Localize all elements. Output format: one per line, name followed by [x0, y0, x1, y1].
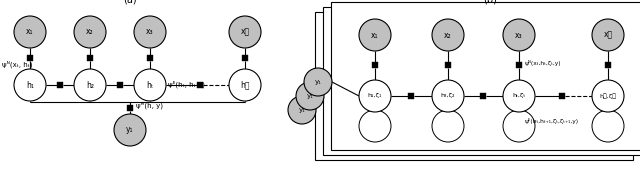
- Circle shape: [74, 69, 106, 101]
- Text: (a): (a): [123, 0, 137, 5]
- Bar: [315, 12, 633, 160]
- Circle shape: [229, 16, 261, 48]
- Text: x₂: x₂: [86, 28, 94, 37]
- Text: ψᴺ(xₜ,hₜ,ζₜ,y): ψᴺ(xₜ,hₜ,ζₜ,y): [525, 60, 562, 66]
- Bar: [372, 62, 378, 68]
- Bar: [57, 82, 63, 88]
- Text: y₁: y₁: [126, 125, 134, 134]
- Circle shape: [432, 98, 464, 130]
- Circle shape: [14, 69, 46, 101]
- Circle shape: [432, 19, 464, 51]
- Text: h₝,ζ₝: h₝,ζ₝: [600, 93, 616, 99]
- Bar: [605, 62, 611, 68]
- Circle shape: [432, 110, 464, 142]
- Bar: [242, 55, 248, 61]
- Text: x₃: x₃: [146, 28, 154, 37]
- Circle shape: [359, 98, 391, 130]
- Circle shape: [359, 110, 391, 142]
- Bar: [323, 7, 640, 155]
- Circle shape: [592, 98, 624, 130]
- Text: x₃: x₃: [515, 30, 523, 39]
- Circle shape: [296, 82, 324, 110]
- Text: x₂: x₂: [444, 30, 452, 39]
- Text: y₁: y₁: [299, 107, 305, 113]
- Text: h₁: h₁: [26, 81, 34, 89]
- Circle shape: [503, 98, 535, 130]
- Circle shape: [592, 80, 624, 112]
- Bar: [147, 55, 153, 61]
- Text: y₁: y₁: [315, 79, 321, 85]
- Bar: [516, 62, 522, 68]
- Circle shape: [592, 110, 624, 142]
- Text: ψᴹ(h, y): ψᴹ(h, y): [136, 101, 163, 109]
- Circle shape: [503, 110, 535, 142]
- Text: x₝: x₝: [604, 30, 612, 39]
- Circle shape: [592, 19, 624, 51]
- Text: x₁: x₁: [371, 30, 379, 39]
- Text: ψᴱ(hₜ, hₜ₊₁): ψᴱ(hₜ, hₜ₊₁): [168, 80, 205, 88]
- Bar: [197, 82, 203, 88]
- Bar: [87, 55, 93, 61]
- Text: x₝: x₝: [241, 28, 250, 37]
- Circle shape: [134, 69, 166, 101]
- Text: ψᴺ(xₜ, hₜ): ψᴺ(xₜ, hₜ): [2, 60, 33, 67]
- Circle shape: [432, 80, 464, 112]
- Text: ψᴱ(hₜ,hₜ₊₁,ζₜ,ζₜ₊₁,y): ψᴱ(hₜ,hₜ₊₁,ζₜ,ζₜ₊₁,y): [525, 118, 579, 124]
- Text: h₁,ζ₁: h₁,ζ₁: [368, 94, 382, 98]
- Circle shape: [14, 16, 46, 48]
- Bar: [117, 82, 123, 88]
- Text: (b): (b): [483, 0, 497, 5]
- Text: h₝: h₝: [240, 81, 250, 89]
- Bar: [408, 93, 414, 99]
- Bar: [127, 105, 133, 111]
- Bar: [331, 2, 640, 150]
- Circle shape: [114, 114, 146, 146]
- Bar: [27, 55, 33, 61]
- Circle shape: [134, 16, 166, 48]
- Circle shape: [503, 80, 535, 112]
- Bar: [445, 62, 451, 68]
- Text: hₜ,ζₜ: hₜ,ζₜ: [513, 94, 525, 98]
- Circle shape: [288, 96, 316, 124]
- Circle shape: [74, 16, 106, 48]
- Text: y₁: y₁: [307, 93, 314, 99]
- Text: hₜ: hₜ: [147, 81, 154, 89]
- Text: h₂: h₂: [86, 81, 94, 89]
- Circle shape: [503, 19, 535, 51]
- Text: x₁: x₁: [26, 28, 34, 37]
- Circle shape: [304, 68, 332, 96]
- Circle shape: [359, 19, 391, 51]
- Text: h₂,ζ₂: h₂,ζ₂: [441, 94, 455, 98]
- Bar: [480, 93, 486, 99]
- Circle shape: [229, 69, 261, 101]
- Circle shape: [359, 80, 391, 112]
- Bar: [559, 93, 565, 99]
